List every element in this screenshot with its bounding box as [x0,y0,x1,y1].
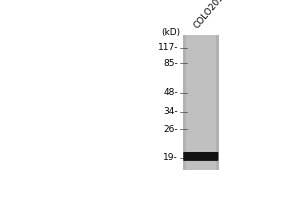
Text: 117-: 117- [158,43,178,52]
Text: 19-: 19- [164,153,178,162]
Text: (kD): (kD) [161,28,181,37]
Text: 34-: 34- [164,107,178,116]
FancyBboxPatch shape [183,152,218,161]
Bar [183,35,186,170]
Text: 26-: 26- [164,125,178,134]
Text: 48-: 48- [164,88,178,97]
Text: COLO205: COLO205 [192,0,226,30]
Bar [216,35,219,170]
Text: 85-: 85- [164,59,178,68]
Bar [183,35,219,170]
